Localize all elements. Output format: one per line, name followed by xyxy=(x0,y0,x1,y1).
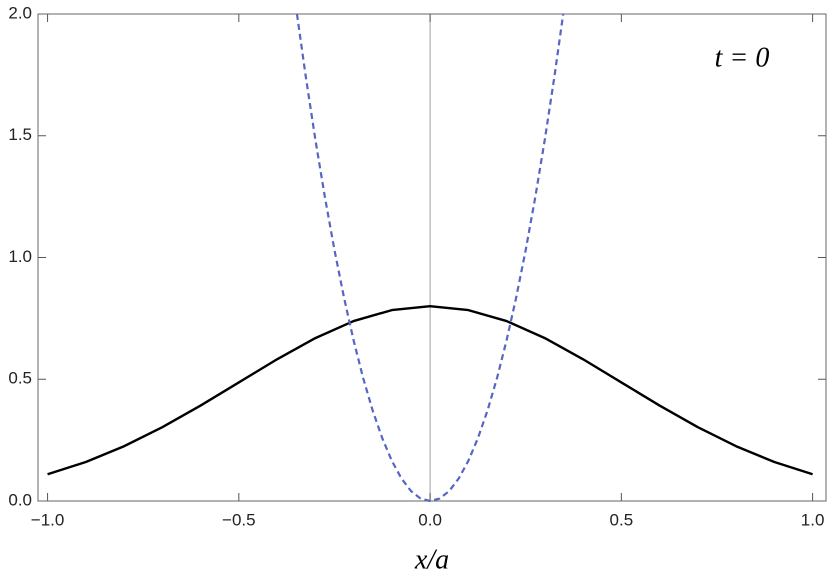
x-tick-label: 1.0 xyxy=(801,510,825,529)
y-tick-label: 1.5 xyxy=(8,125,32,144)
y-tick-label: 1.0 xyxy=(8,247,32,266)
plot-frame xyxy=(37,13,827,502)
x-tick-label: −0.5 xyxy=(222,510,256,529)
line-series xyxy=(295,13,565,503)
x-tick-label: 0.5 xyxy=(610,510,634,529)
x-axis-label: x/a xyxy=(414,544,449,575)
y-tick-label: 0.5 xyxy=(8,369,32,388)
y-tick-label: 0.0 xyxy=(8,490,32,509)
annotation: t = 0 xyxy=(715,42,770,73)
x-tick-label: −1.0 xyxy=(31,510,65,529)
y-tick-label: 2.0 xyxy=(8,3,32,22)
line-series xyxy=(47,305,813,476)
x-tick-label: 0.0 xyxy=(418,510,442,529)
